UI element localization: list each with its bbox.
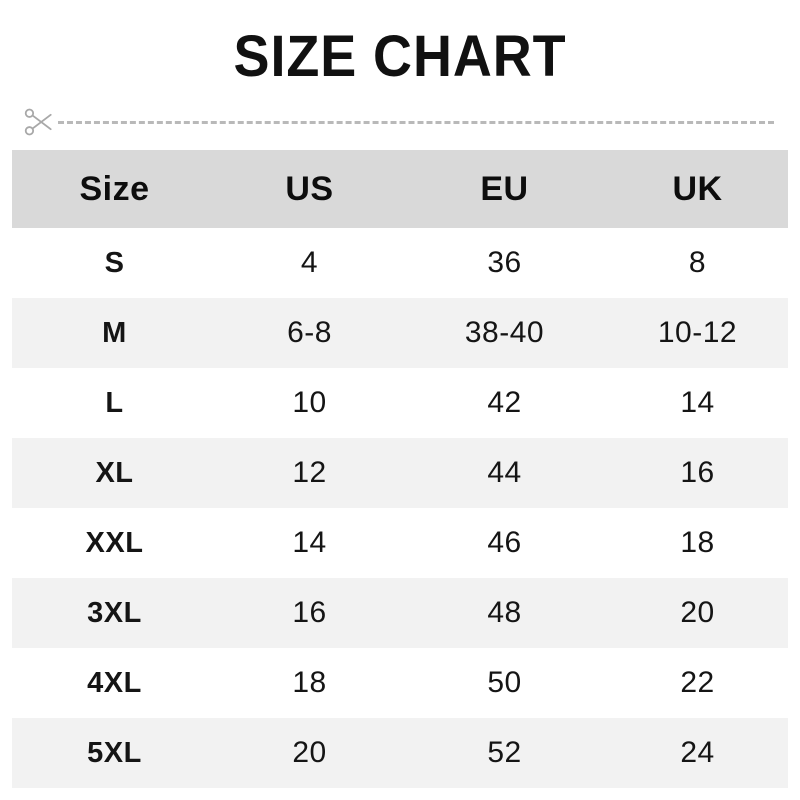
eu-value: 52 [402, 718, 607, 788]
us-value: 4 [217, 228, 402, 298]
size-label: 3XL [12, 578, 217, 648]
us-value: 20 [217, 718, 402, 788]
cut-line [22, 104, 778, 140]
size-label: 5XL [12, 718, 217, 788]
uk-value: 10-12 [607, 298, 788, 368]
us-value: 6-8 [217, 298, 402, 368]
table-row: S 4 36 8 [12, 228, 788, 298]
table-row: XL 12 44 16 [12, 438, 788, 508]
table-row: L 10 42 14 [12, 368, 788, 438]
table-row: 4XL 18 50 22 [12, 648, 788, 718]
size-label: S [12, 228, 217, 298]
column-header-uk: UK [607, 150, 788, 228]
us-value: 16 [217, 578, 402, 648]
table-row: 5XL 20 52 24 [12, 718, 788, 788]
column-header-size: Size [12, 150, 217, 228]
size-label: 4XL [12, 648, 217, 718]
size-label: XXL [12, 508, 217, 578]
us-value: 18 [217, 648, 402, 718]
uk-value: 18 [607, 508, 788, 578]
size-label: M [12, 298, 217, 368]
eu-value: 42 [402, 368, 607, 438]
us-value: 12 [217, 438, 402, 508]
size-chart-table: Size US EU UK S 4 36 8 M 6-8 38-40 10-12 L 10 42 14… [12, 150, 788, 788]
scissors-icon [24, 108, 52, 136]
size-label: L [12, 368, 217, 438]
uk-value: 24 [607, 718, 788, 788]
uk-value: 22 [607, 648, 788, 718]
table-row: 3XL 16 48 20 [12, 578, 788, 648]
uk-value: 14 [607, 368, 788, 438]
column-header-eu: EU [402, 150, 607, 228]
size-label: XL [12, 438, 217, 508]
table-row: M 6-8 38-40 10-12 [12, 298, 788, 368]
eu-value: 38-40 [402, 298, 607, 368]
column-header-us: US [217, 150, 402, 228]
eu-value: 44 [402, 438, 607, 508]
us-value: 14 [217, 508, 402, 578]
eu-value: 46 [402, 508, 607, 578]
page-title: SIZE CHART [233, 24, 567, 89]
eu-value: 50 [402, 648, 607, 718]
uk-value: 16 [607, 438, 788, 508]
dashed-cut-rule [58, 120, 774, 124]
us-value: 10 [217, 368, 402, 438]
eu-value: 36 [402, 228, 607, 298]
table-row: XXL 14 46 18 [12, 508, 788, 578]
eu-value: 48 [402, 578, 607, 648]
uk-value: 20 [607, 578, 788, 648]
table-header-row: Size US EU UK [12, 150, 788, 228]
uk-value: 8 [607, 228, 788, 298]
